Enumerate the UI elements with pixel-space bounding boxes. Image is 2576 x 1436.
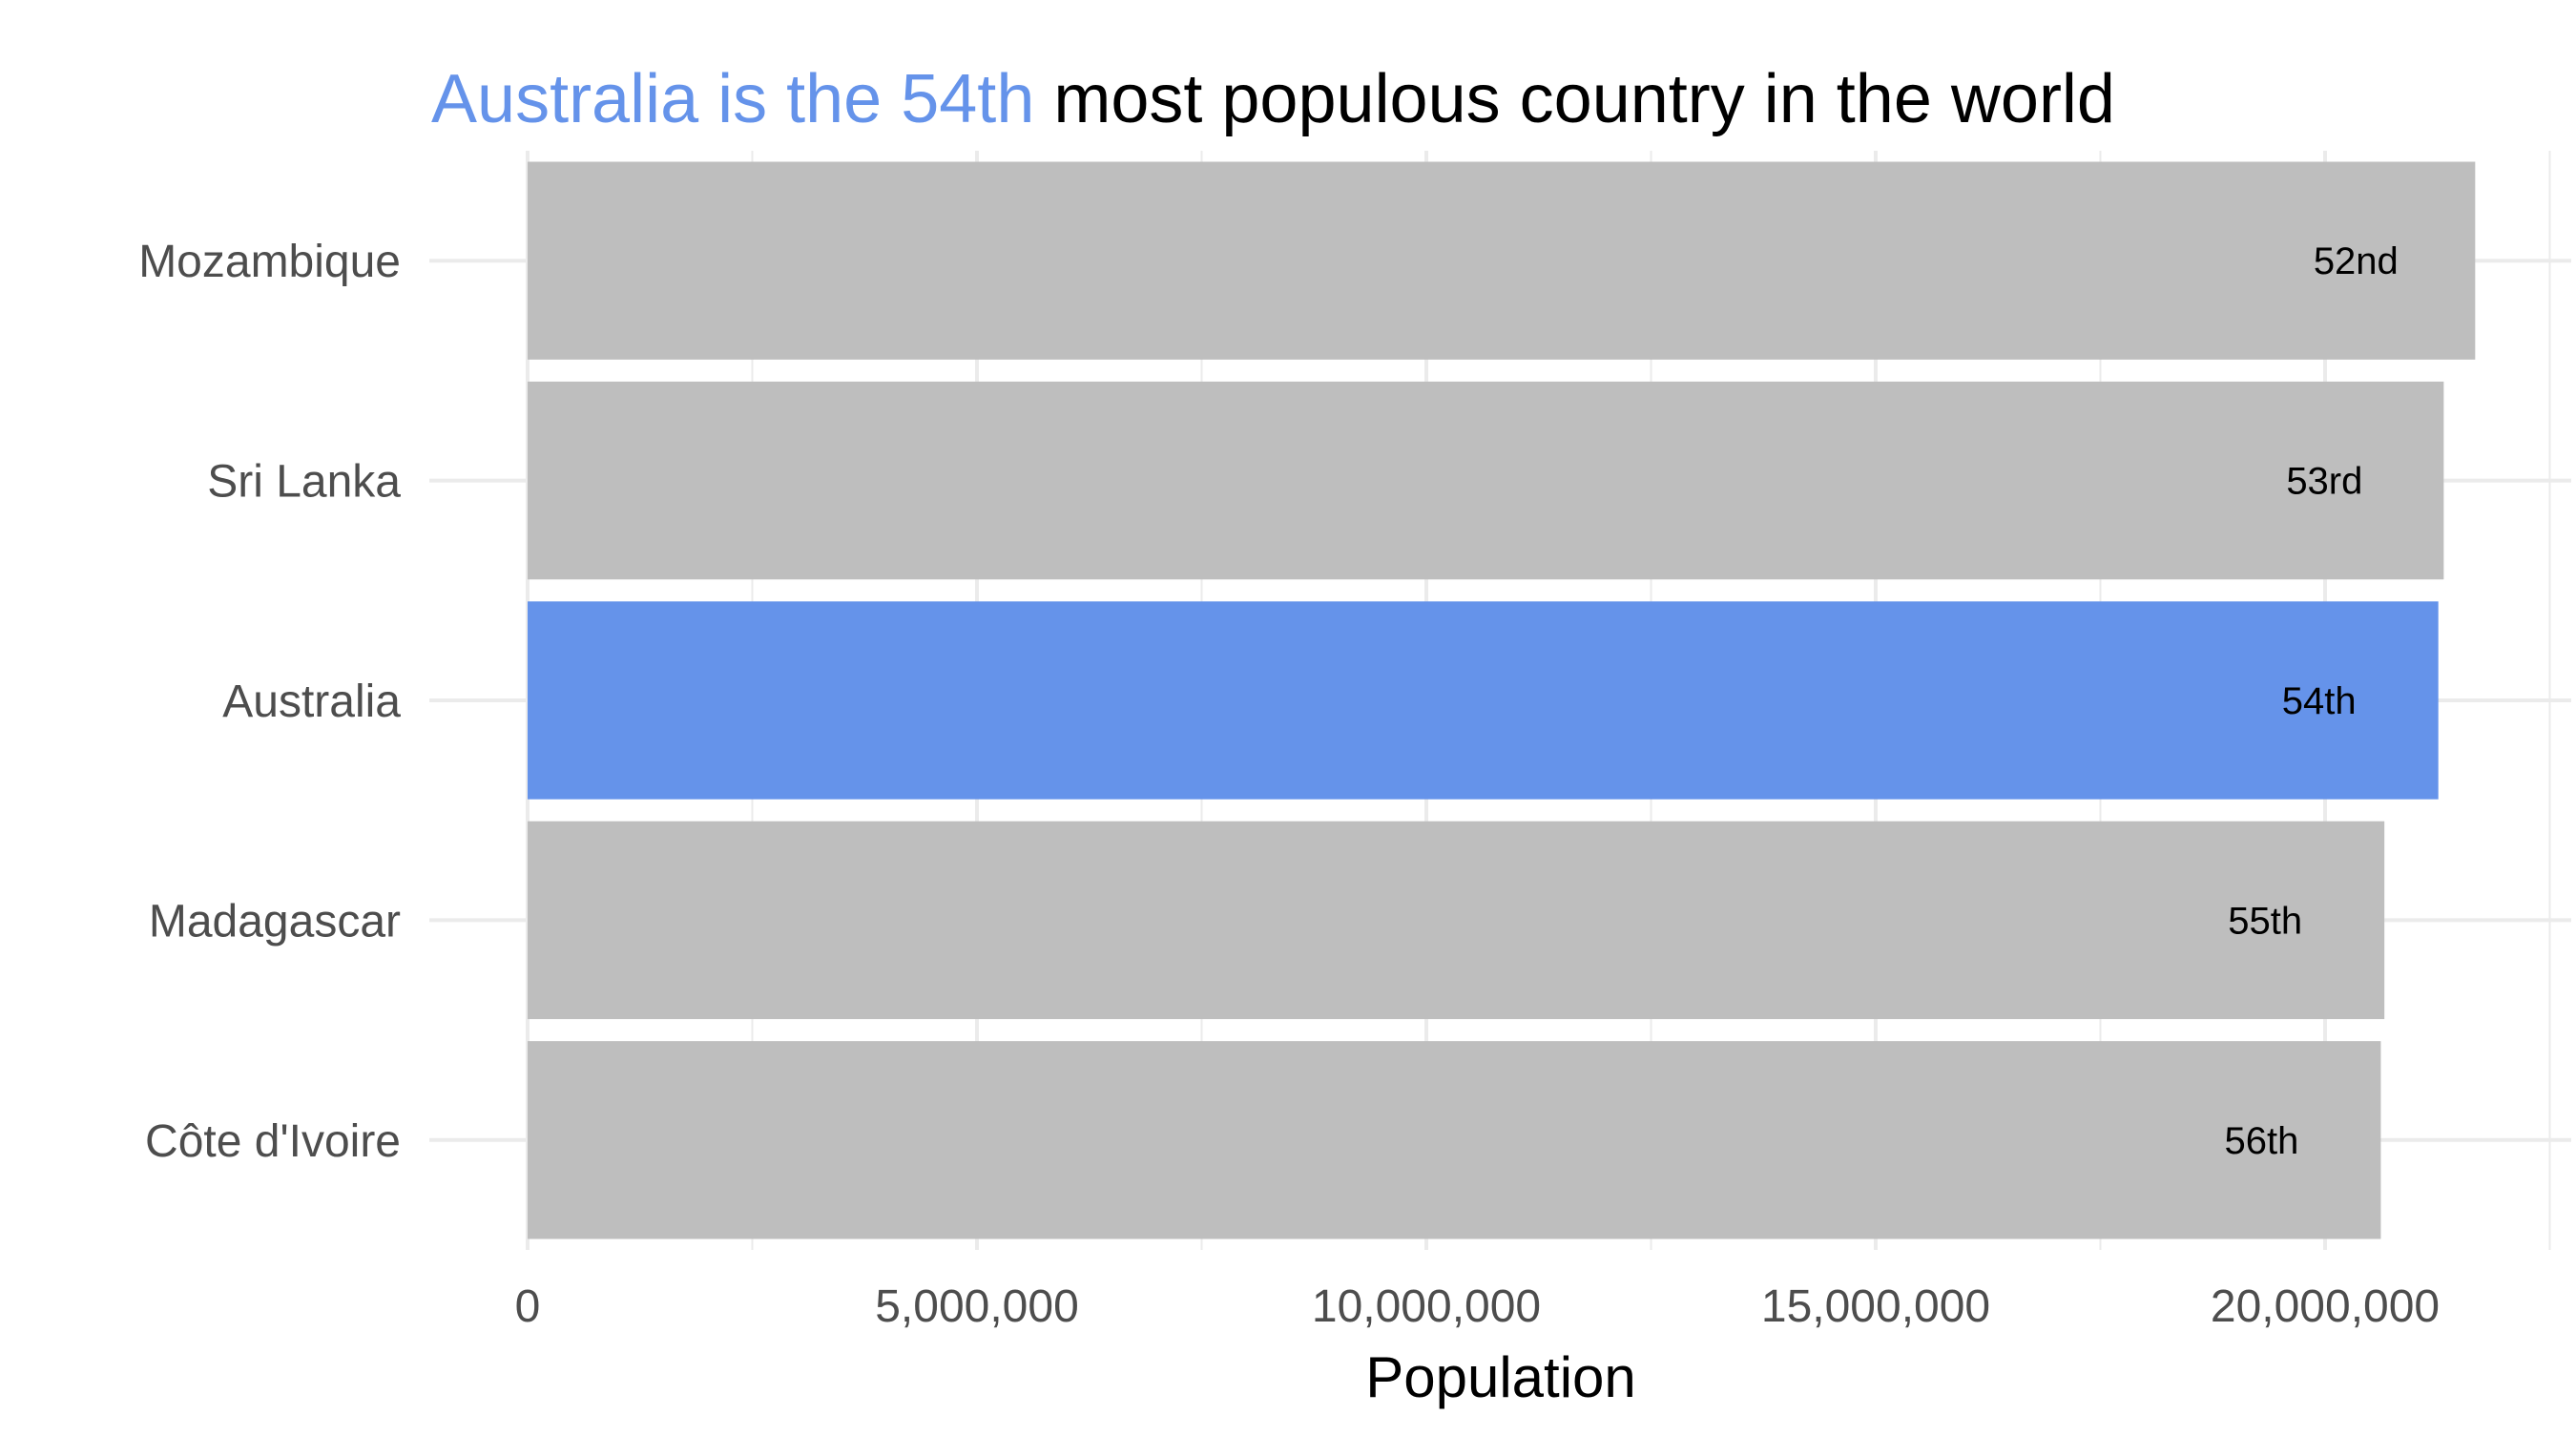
bar-madagascar <box>528 821 2385 1020</box>
y-tick-label: Sri Lanka <box>207 457 401 508</box>
x-tick-label: 0 <box>515 1281 541 1332</box>
y-tick-label: Australia <box>222 676 401 727</box>
chart-title-highlight: Australia is the 54th <box>431 61 1034 137</box>
y-tick-label: Madagascar <box>149 896 401 947</box>
x-tick-label: 10,000,000 <box>1312 1281 1541 1332</box>
bar-data-label: 54th <box>2282 680 2357 722</box>
bar-australia <box>528 601 2439 800</box>
x-axis-title: Population <box>1365 1345 1636 1409</box>
y-axis-tick-labels: Mozambique Sri Lanka Australia Madagascar Cô… <box>138 237 401 1167</box>
bar-c-te-d-ivoire <box>528 1041 2381 1239</box>
bars <box>528 161 2476 1239</box>
bar-labels: 52nd 53rd 54th 55th 56th <box>2224 240 2398 1162</box>
x-tick-label: 5,000,000 <box>875 1281 1079 1332</box>
chart-title-rest: most populous country in the world <box>1034 61 2115 137</box>
x-tick-label: 20,000,000 <box>2211 1281 2440 1332</box>
bar-data-label: 53rd <box>2286 461 2362 503</box>
y-tick-label: Mozambique <box>138 237 401 287</box>
chart-title: Australia is the 54th most populous coun… <box>431 61 2115 137</box>
y-tick-label: Côte d'Ivoire <box>145 1116 401 1167</box>
bar-mozambique <box>528 161 2476 360</box>
bar-data-label: 55th <box>2228 900 2302 942</box>
bar-sri-lanka <box>528 381 2444 580</box>
bar-data-label: 52nd <box>2314 240 2399 282</box>
x-tick-label: 15,000,000 <box>1761 1281 1990 1332</box>
bar-data-label: 56th <box>2224 1120 2298 1162</box>
x-axis-tick-labels: 0 5,000,000 10,000,000 15,000,000 20,000,000 <box>515 1281 2440 1332</box>
